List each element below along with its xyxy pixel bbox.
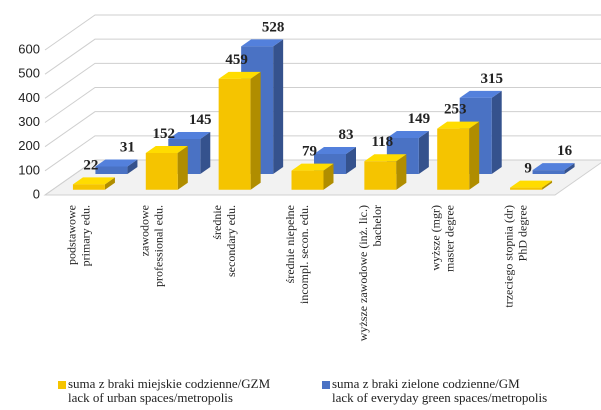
- x-tick-label: średnie: [210, 205, 224, 240]
- bar-top: [364, 154, 407, 162]
- bar-front: [218, 78, 251, 190]
- value-label: 528: [262, 19, 285, 35]
- bar-top: [437, 121, 480, 129]
- bar-top: [510, 180, 553, 188]
- x-tick-label: bachelor: [370, 205, 384, 246]
- value-label: 152: [153, 126, 176, 142]
- x-tick-label: incompl. secon. edu.: [297, 205, 311, 304]
- bar-side: [200, 131, 211, 174]
- y-tick-label: 0: [33, 186, 40, 201]
- value-label: 83: [339, 127, 354, 143]
- bar-front: [291, 170, 324, 190]
- grid-line: [44, 135, 601, 172]
- bar-front: [72, 184, 105, 190]
- y-tick-label: 500: [18, 66, 40, 81]
- bar-front: [364, 161, 397, 190]
- value-label: 253: [444, 102, 467, 118]
- bar-front: [510, 187, 543, 190]
- bar-side: [564, 163, 575, 174]
- bar-top: [532, 163, 575, 171]
- bar-top: [168, 131, 211, 139]
- x-tick-label: podstawowe: [64, 205, 78, 265]
- bar-side: [469, 121, 480, 190]
- legend-swatch: [322, 381, 330, 389]
- bar: [145, 146, 188, 190]
- bar-top: [218, 71, 261, 79]
- bar-side: [542, 180, 553, 190]
- bar-side: [273, 39, 284, 175]
- y-tick-label: 100: [18, 162, 40, 177]
- value-label: 79: [302, 144, 317, 160]
- value-label: 16: [557, 143, 573, 159]
- grid-line: [44, 38, 601, 75]
- y-tick-label: 600: [18, 41, 40, 56]
- x-tick-label: średnie niepełne: [283, 205, 297, 283]
- value-label: 145: [189, 112, 212, 128]
- bar-top: [241, 39, 284, 47]
- x-tick-label: secondary edu.: [224, 205, 238, 277]
- bar: [291, 163, 334, 190]
- x-tick-label: wyższe zawodowe (inż. lic.): [356, 205, 370, 341]
- x-tick-label: trzeciego stopnia (dr): [502, 205, 516, 308]
- legend-label: suma z braki zielone codzienne/GM lack o…: [332, 376, 548, 405]
- grid-line: [44, 14, 601, 51]
- bar-front: [145, 153, 178, 190]
- bar: [532, 163, 575, 174]
- plot: 0 100 200 300 400 500 600 22 152 459 79 118 253 9 31 14…: [18, 14, 601, 341]
- bar-top: [459, 90, 502, 98]
- x-tick-label: primary edu.: [78, 205, 92, 266]
- legend-swatch: [58, 381, 66, 389]
- bar-side: [418, 130, 429, 174]
- x-tick-label: wyższe (mgr): [429, 205, 443, 271]
- bar-top: [72, 177, 115, 185]
- grid-line: [44, 159, 601, 196]
- bar-top: [291, 163, 334, 171]
- bar-front: [532, 170, 565, 174]
- grid-line: [44, 111, 601, 148]
- bar-side: [104, 177, 115, 190]
- value-label: 31: [120, 140, 135, 156]
- bar-top: [314, 146, 356, 154]
- bar-top: [145, 146, 188, 154]
- bar-side: [346, 146, 356, 174]
- bar-side: [177, 146, 188, 190]
- y-tick-label: 400: [18, 90, 40, 105]
- legend-label: suma z braki miejskie codzienne/GZM lack…: [68, 376, 271, 405]
- bar: [218, 71, 261, 190]
- bar-side: [323, 163, 334, 190]
- bar: [364, 154, 407, 190]
- bar-top: [386, 130, 429, 138]
- value-label: 315: [480, 71, 503, 87]
- value-label: 459: [225, 52, 248, 68]
- bar-front: [437, 128, 470, 190]
- value-label: 9: [524, 161, 532, 177]
- bar: [72, 177, 115, 190]
- y-tick-label: 200: [18, 138, 40, 153]
- grid-line: [44, 87, 601, 123]
- x-tick-label: professional edu.: [151, 205, 165, 287]
- value-label: 149: [408, 111, 431, 127]
- bar-side: [250, 71, 261, 190]
- x-tick-label: master degree: [443, 205, 457, 272]
- value-label: 118: [372, 134, 394, 150]
- bar: [437, 121, 480, 190]
- bar: [95, 159, 138, 174]
- bar-side: [127, 159, 138, 174]
- grid-line: [44, 62, 601, 99]
- bar-front: [95, 166, 128, 174]
- y-tick-label: 300: [18, 114, 40, 129]
- x-tick-label: PhD degree: [516, 205, 530, 261]
- value-label: 22: [83, 157, 98, 173]
- bar-side: [491, 90, 502, 174]
- bar-top: [95, 159, 138, 167]
- bar: [510, 180, 553, 190]
- x-tick-label: zawodowe: [137, 205, 151, 256]
- bar-side: [396, 154, 407, 190]
